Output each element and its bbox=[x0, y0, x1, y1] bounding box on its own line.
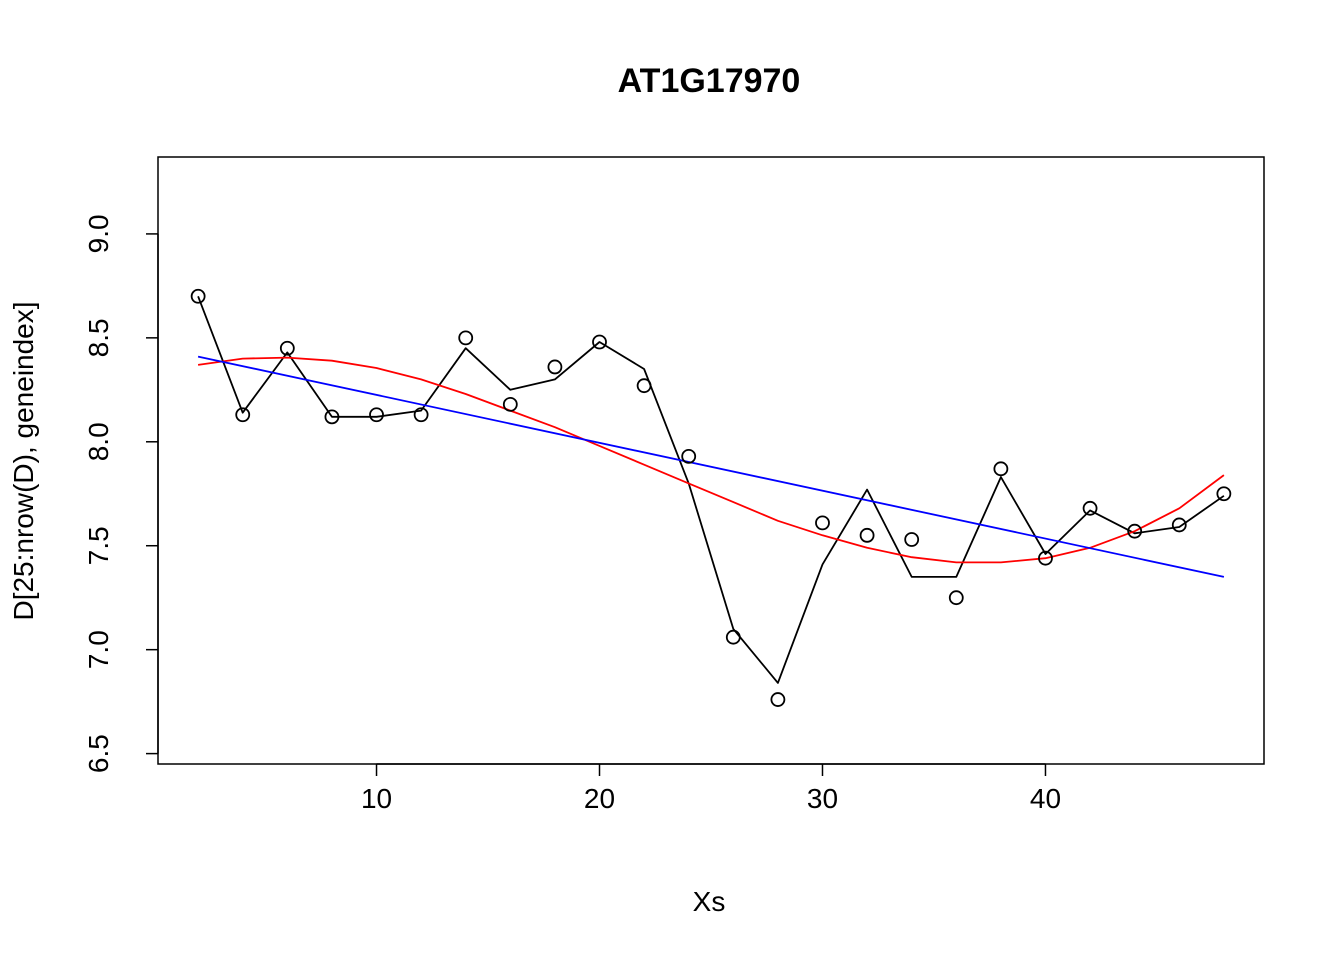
x-tick-label: 10 bbox=[361, 783, 392, 814]
y-tick-label: 8.0 bbox=[83, 422, 114, 461]
y-tick-label: 6.5 bbox=[83, 734, 114, 773]
data-point bbox=[279, 340, 295, 356]
y-tick-label: 8.5 bbox=[83, 318, 114, 357]
data-point bbox=[190, 288, 206, 304]
data-point bbox=[681, 448, 697, 464]
data-points bbox=[190, 288, 1232, 707]
data-point bbox=[815, 515, 830, 531]
data-point bbox=[235, 407, 251, 423]
x-tick-label: 40 bbox=[1030, 783, 1061, 814]
series-line-3 bbox=[197, 355, 1225, 578]
data-point bbox=[458, 330, 474, 346]
series-line-1 bbox=[197, 295, 1225, 684]
data-point bbox=[1082, 500, 1098, 516]
y-tick-label: 7.5 bbox=[83, 526, 114, 565]
series-lines bbox=[197, 295, 1225, 684]
data-point bbox=[592, 334, 607, 350]
data-point bbox=[993, 461, 1009, 477]
chart-title: AT1G17970 bbox=[618, 62, 801, 100]
x-tick-label: 20 bbox=[584, 783, 615, 814]
data-point bbox=[948, 590, 964, 606]
x-tick-label: 30 bbox=[807, 783, 838, 814]
data-point bbox=[502, 396, 518, 412]
data-point bbox=[1171, 517, 1187, 533]
data-point bbox=[859, 527, 875, 543]
x-axis-label: Xs bbox=[693, 886, 726, 917]
data-point bbox=[1127, 523, 1143, 539]
y-tick-label: 7.0 bbox=[83, 630, 114, 669]
y-tick-label: 9.0 bbox=[83, 214, 114, 253]
data-point bbox=[369, 407, 384, 423]
data-point bbox=[725, 629, 741, 645]
x-axis: 10 20 30 40 bbox=[361, 763, 1061, 814]
data-point bbox=[904, 532, 920, 547]
data-point bbox=[1038, 550, 1053, 566]
y-axis-label: D[25:nrow(D), geneindex] bbox=[8, 301, 39, 620]
plot-frame bbox=[157, 156, 1265, 765]
data-point bbox=[636, 378, 652, 394]
data-point bbox=[413, 407, 429, 423]
data-point bbox=[770, 692, 786, 707]
data-point bbox=[1216, 486, 1232, 502]
data-point bbox=[547, 359, 563, 375]
data-point bbox=[324, 409, 340, 425]
y-axis: 6.5 7.0 7.5 8.0 8.5 9.0 bbox=[83, 214, 159, 773]
series-line-2 bbox=[197, 356, 1225, 564]
